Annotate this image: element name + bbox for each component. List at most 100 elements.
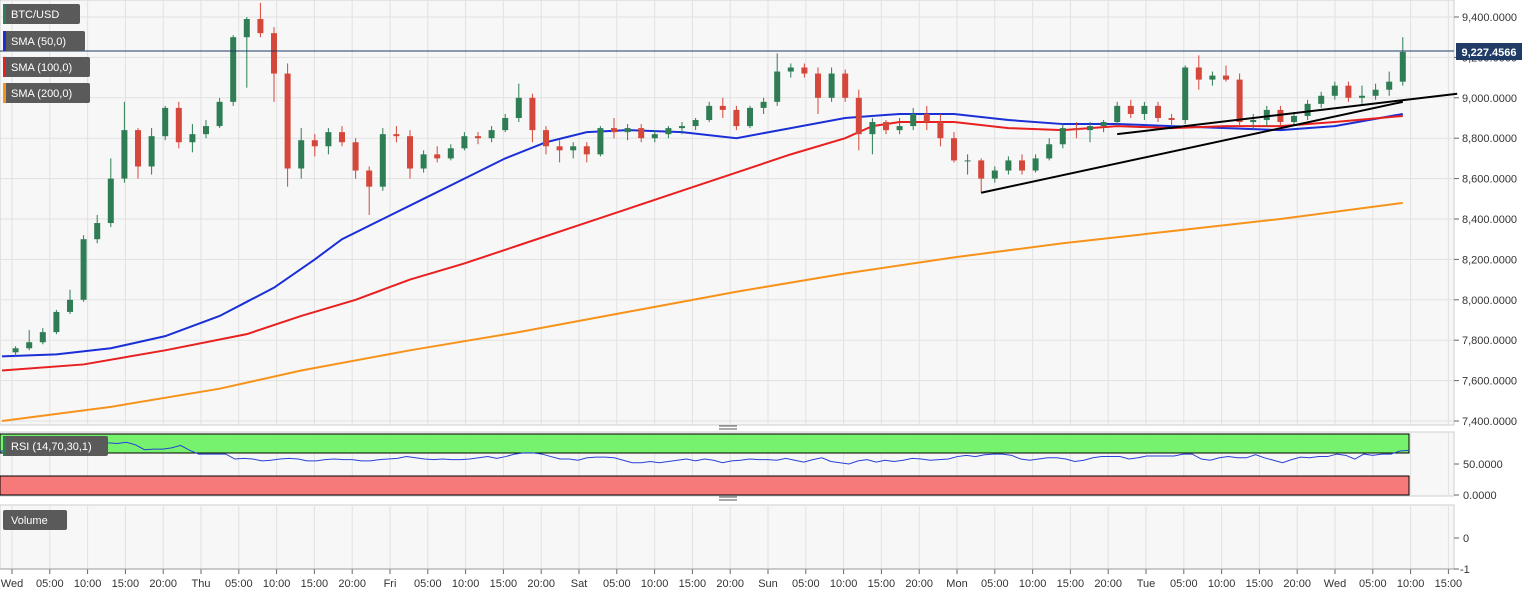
- candle[interactable]: [815, 67, 821, 114]
- legend-sma-50[interactable]: SMA (50,0): [3, 31, 85, 51]
- candle[interactable]: [1195, 55, 1202, 90]
- candle[interactable]: [883, 120, 889, 135]
- candle[interactable]: [1127, 99, 1134, 118]
- candle[interactable]: [1032, 154, 1039, 173]
- candle[interactable]: [1155, 101, 1161, 123]
- candle[interactable]: [379, 128, 386, 191]
- candle[interactable]: [243, 17, 250, 88]
- candle[interactable]: [1087, 122, 1093, 143]
- candle[interactable]: [1386, 71, 1393, 96]
- candle[interactable]: [978, 158, 985, 193]
- candle[interactable]: [1141, 101, 1148, 121]
- candle[interactable]: [855, 89, 862, 151]
- candle[interactable]: [991, 166, 998, 183]
- trendline[interactable]: [980, 100, 1404, 194]
- candle[interactable]: [665, 126, 672, 139]
- candle[interactable]: [121, 101, 128, 183]
- candle[interactable]: [107, 158, 114, 228]
- candle[interactable]: [774, 53, 781, 106]
- candle[interactable]: [937, 113, 944, 147]
- candle[interactable]: [1359, 85, 1365, 104]
- candle[interactable]: [529, 93, 536, 143]
- panel-resize-handle-2[interactable]: [719, 496, 737, 501]
- candle[interactable]: [747, 105, 753, 129]
- candle[interactable]: [1345, 81, 1352, 102]
- candle[interactable]: [1168, 113, 1175, 127]
- candle[interactable]: [475, 132, 481, 145]
- candle[interactable]: [1019, 154, 1025, 175]
- candle[interactable]: [1331, 81, 1338, 100]
- candle[interactable]: [1291, 111, 1297, 127]
- candle[interactable]: [311, 134, 318, 157]
- candle[interactable]: [189, 124, 196, 153]
- candle[interactable]: [502, 113, 509, 133]
- legend-volume[interactable]: Volume: [3, 510, 67, 530]
- candle[interactable]: [801, 63, 808, 78]
- candle[interactable]: [80, 235, 87, 302]
- candle[interactable]: [515, 83, 522, 123]
- candle[interactable]: [352, 138, 359, 179]
- candle[interactable]: [760, 97, 767, 114]
- candle[interactable]: [611, 118, 617, 139]
- candle[interactable]: [148, 128, 155, 175]
- candle[interactable]: [298, 128, 305, 179]
- candle[interactable]: [964, 154, 971, 175]
- candle[interactable]: [203, 120, 209, 139]
- candle[interactable]: [733, 105, 740, 131]
- candle[interactable]: [828, 67, 835, 102]
- candle[interactable]: [787, 63, 794, 78]
- candle[interactable]: [1046, 138, 1053, 161]
- candle[interactable]: [951, 132, 957, 163]
- candle[interactable]: [1209, 71, 1216, 86]
- candle[interactable]: [94, 214, 101, 244]
- candle[interactable]: [1277, 105, 1284, 127]
- legend-sma-100[interactable]: SMA (100,0): [3, 57, 90, 77]
- candle[interactable]: [12, 346, 19, 357]
- candle[interactable]: [583, 142, 590, 163]
- candle[interactable]: [896, 118, 903, 135]
- candle[interactable]: [1250, 113, 1257, 131]
- candle[interactable]: [1304, 99, 1311, 121]
- trendlines[interactable]: [980, 92, 1458, 194]
- candle[interactable]: [1236, 73, 1243, 127]
- candle[interactable]: [434, 146, 441, 163]
- candle[interactable]: [393, 126, 400, 143]
- candle[interactable]: [271, 27, 277, 102]
- candle[interactable]: [638, 124, 645, 143]
- candle[interactable]: [135, 128, 141, 179]
- candle[interactable]: [543, 126, 549, 155]
- candle[interactable]: [556, 140, 563, 163]
- panel-resize-handle-1[interactable]: [719, 425, 737, 430]
- candle[interactable]: [651, 130, 658, 143]
- candle[interactable]: [366, 166, 373, 215]
- candle[interactable]: [257, 2, 264, 38]
- candle[interactable]: [719, 97, 726, 118]
- candle[interactable]: [1005, 156, 1012, 175]
- candle[interactable]: [1073, 122, 1080, 139]
- candles[interactable]: [12, 2, 1406, 357]
- candle[interactable]: [1399, 37, 1406, 86]
- candle[interactable]: [26, 330, 33, 351]
- candle[interactable]: [420, 150, 427, 173]
- candle[interactable]: [488, 126, 495, 143]
- candle[interactable]: [339, 126, 345, 147]
- candle[interactable]: [162, 105, 169, 141]
- candle[interactable]: [1059, 124, 1066, 149]
- candle[interactable]: [284, 63, 291, 187]
- candle[interactable]: [325, 128, 332, 155]
- candle[interactable]: [461, 132, 468, 151]
- candle[interactable]: [53, 309, 60, 335]
- legend-rsi[interactable]: RSI (14,70,30,1): [3, 436, 108, 456]
- candle[interactable]: [1318, 91, 1325, 108]
- candle[interactable]: [842, 69, 849, 102]
- candle[interactable]: [910, 107, 917, 131]
- candle[interactable]: [230, 35, 237, 106]
- candle[interactable]: [447, 144, 454, 161]
- trendline[interactable]: [1117, 92, 1458, 136]
- candle[interactable]: [1114, 101, 1121, 127]
- candle[interactable]: [597, 126, 604, 157]
- candle[interactable]: [39, 328, 46, 345]
- candle[interactable]: [869, 118, 876, 155]
- candle[interactable]: [923, 105, 930, 131]
- candle[interactable]: [1372, 83, 1379, 100]
